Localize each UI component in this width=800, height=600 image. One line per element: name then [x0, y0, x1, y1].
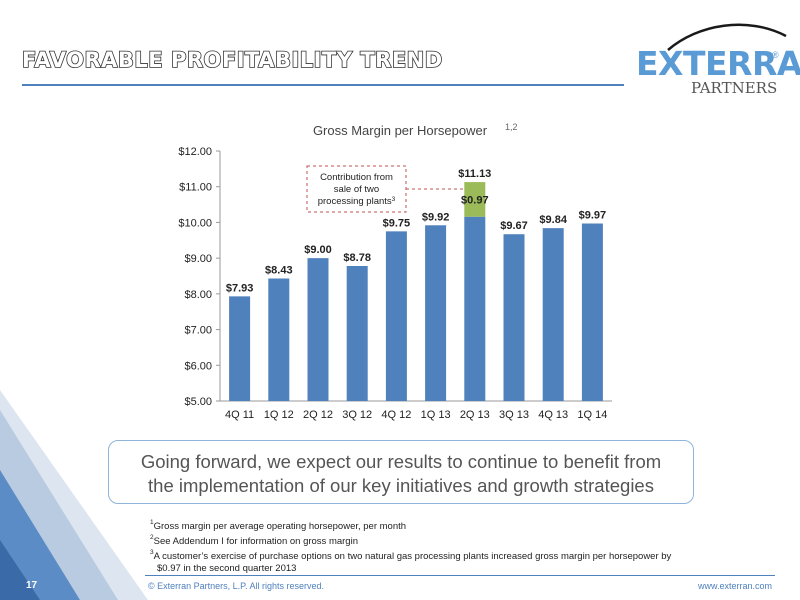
footnote-1: 1Gross margin per average operating hors… [150, 519, 407, 533]
x-tick-label: 2Q 12 [303, 409, 333, 421]
x-tick-label: 3Q 13 [499, 409, 529, 421]
bar-value-label: $11.13 [458, 168, 491, 180]
x-tick-label: 3Q 12 [342, 409, 372, 421]
bar [503, 234, 525, 401]
bar-value-label: $9.97 [579, 210, 607, 222]
annotation-box [306, 165, 407, 213]
footnotes: 1Gross margin per average operating hors… [150, 518, 710, 575]
footer-divider [145, 575, 775, 576]
bar-value-label: $9.84 [539, 214, 567, 226]
slide-title: FAVORABLE PROFITABILITY TREND [21, 47, 443, 73]
bar-value-label: $8.43 [265, 265, 293, 277]
bar [346, 266, 368, 401]
gross-margin-chart: Gross Margin per Horsepower 1,2 $5.00 $6.00… [178, 122, 612, 421]
x-tick-label: 4Q 12 [381, 409, 411, 421]
bar-value-label: $7.93 [226, 282, 254, 294]
x-tick-label: 1Q 14 [577, 409, 607, 421]
annotation-text: Contribution from [320, 172, 393, 183]
exterran-logo: EXTERRAN ® PARTNERS [628, 14, 800, 97]
callout-line-2: the implementation of our key initiative… [148, 475, 654, 496]
y-tick-label: $10.00 [178, 217, 212, 229]
x-tick-label: 4Q 11 [225, 409, 254, 421]
x-tick-label: 2Q 13 [460, 409, 490, 421]
logo-registered: ® [772, 50, 779, 60]
bar-value-label: $9.75 [383, 217, 411, 229]
page-number: 17 [26, 580, 38, 591]
callout-box: Going forward, we expect our results to … [108, 440, 694, 504]
bar [268, 278, 290, 401]
bar [229, 296, 251, 401]
x-tick-label: 1Q 12 [264, 409, 294, 421]
x-tick-label: 4Q 13 [538, 409, 568, 421]
title-divider [22, 84, 624, 86]
logo-subtitle: PARTNERS [691, 79, 778, 97]
bar-value-label: $9.67 [500, 220, 528, 232]
chart-title-superscript: 1,2 [505, 122, 518, 132]
y-tick-label: $8.00 [184, 289, 212, 301]
annotation-text: sale of two [334, 184, 379, 195]
callout-text: Going forward, we expect our results to … [109, 450, 693, 498]
bar [542, 228, 564, 401]
y-tick-label: $9.00 [184, 253, 212, 265]
logo-wordmark: EXTERRAN [636, 44, 800, 83]
callout-line-1: Going forward, we expect our results to … [140, 451, 662, 472]
bar [581, 223, 603, 401]
bar-value-label: $8.78 [343, 252, 371, 264]
bar-value-label: $9.92 [422, 211, 450, 223]
website-link[interactable]: www.exterran.com [697, 581, 772, 591]
y-tick-label: $12.00 [178, 146, 212, 158]
chart-title: Gross Margin per Horsepower [313, 123, 488, 138]
annotation-text: processing plants3 [318, 196, 396, 207]
y-tick-label: $6.00 [184, 360, 212, 372]
footnote-3-continued: $0.97 in the second quarter 2013 [157, 563, 297, 575]
bar [464, 216, 486, 401]
footnote-2: 2See Addendum I for information on gross… [150, 534, 358, 548]
y-tick-label: $7.00 [184, 325, 212, 337]
logo-swoosh-icon [667, 23, 787, 51]
x-tick-label: 1Q 13 [421, 409, 451, 421]
copyright-text: © Exterran Partners, L.P. All rights res… [148, 581, 325, 591]
footnote-3: 3A customer’s exercise of purchase optio… [150, 549, 672, 563]
bar-value-label: $9.00 [304, 244, 332, 256]
contribution-label: $0.97 [461, 194, 489, 206]
y-tick-label: $5.00 [184, 396, 212, 408]
bar [385, 231, 407, 401]
y-tick-label: $11.00 [179, 182, 212, 194]
bar-contribution [464, 182, 486, 217]
bar [425, 225, 447, 401]
bar [307, 258, 329, 401]
